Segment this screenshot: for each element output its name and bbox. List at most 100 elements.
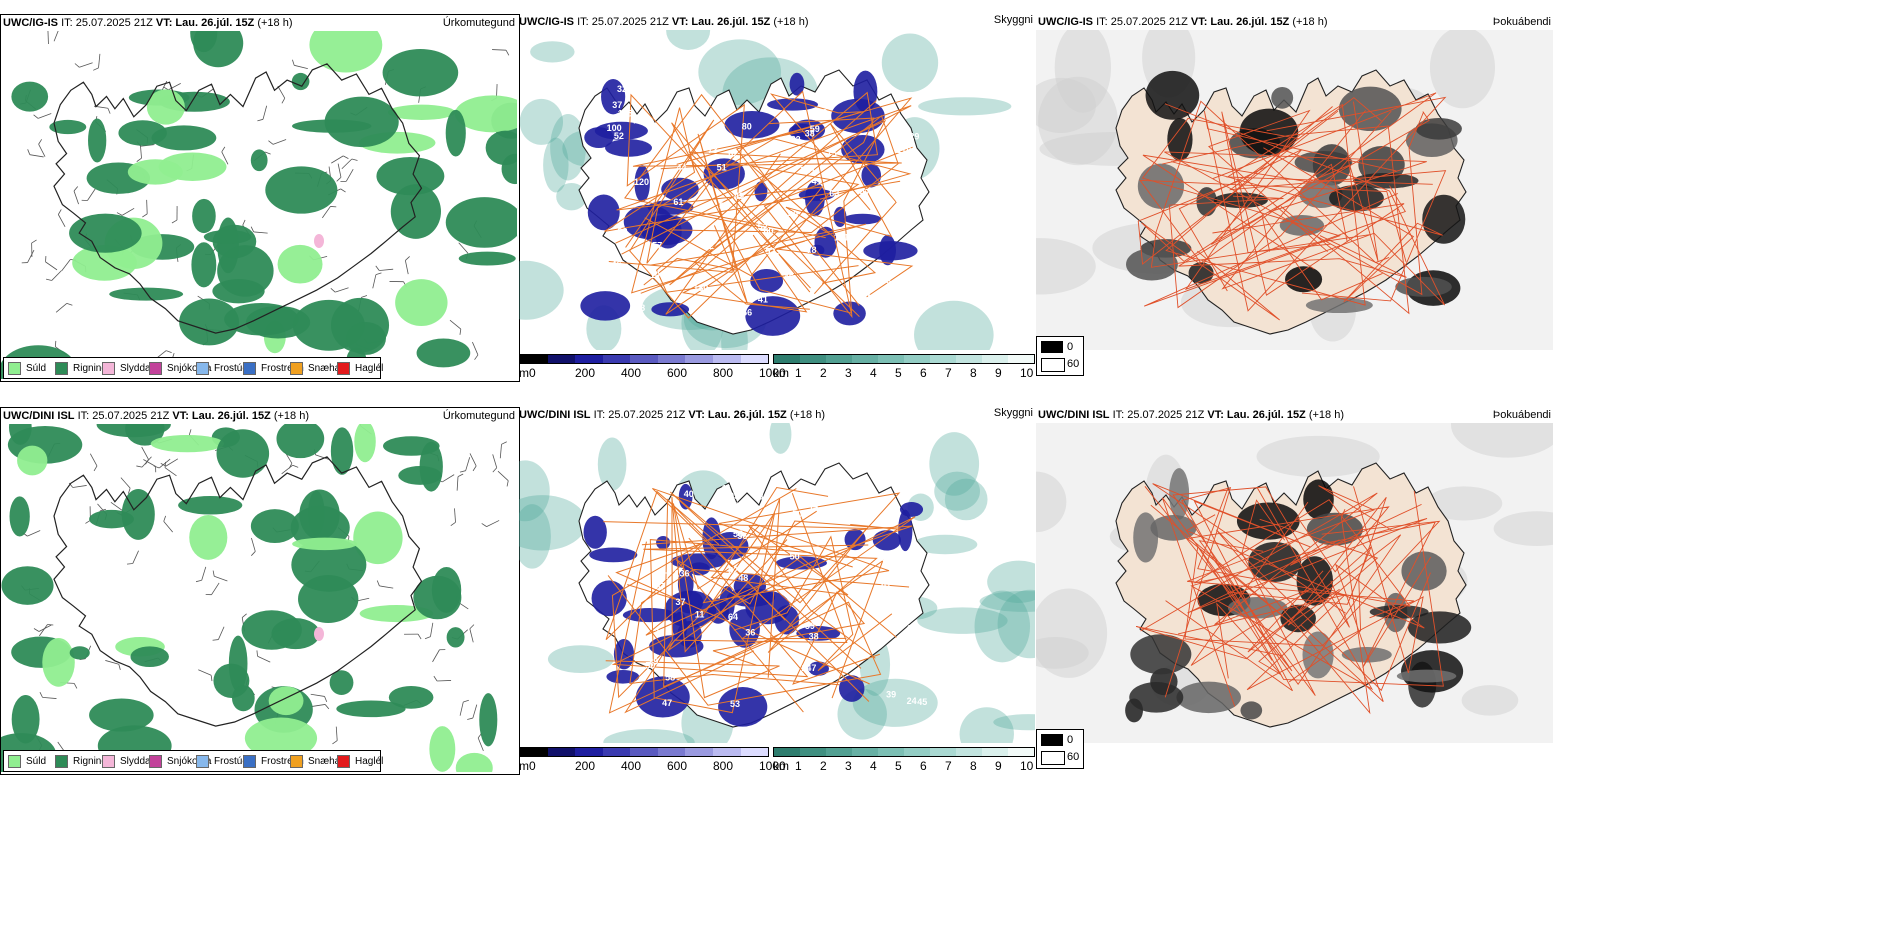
wind-barb — [195, 566, 207, 583]
precip-area — [178, 496, 243, 515]
fog-area — [1306, 512, 1363, 546]
scale-tick: 2 — [820, 366, 827, 380]
road — [670, 491, 901, 669]
scale-tick: 0 — [529, 366, 536, 380]
coastline — [53, 63, 423, 334]
wind-barb — [467, 704, 478, 720]
legend-label: 0 — [1067, 341, 1074, 353]
legend-label: 60 — [1067, 751, 1080, 763]
cloud-base-value: 52 — [765, 246, 775, 256]
cloud-base-value: 115 — [618, 108, 633, 118]
map-canvas — [1036, 30, 1553, 350]
cloud-base-value: 51 — [717, 162, 727, 172]
road — [735, 93, 871, 306]
map-canvas — [1036, 423, 1553, 743]
wind-barb — [256, 650, 271, 663]
coastline — [53, 456, 423, 727]
scale-unit: km — [773, 759, 789, 773]
precip-area — [9, 496, 30, 537]
legend-label: Frostregn — [261, 756, 304, 767]
road — [624, 93, 826, 294]
map-title: Skyggni — [993, 407, 1033, 419]
road — [1215, 509, 1431, 715]
wind-barb — [268, 139, 287, 145]
visibility-area — [519, 460, 550, 522]
map-title: Skyggni — [993, 14, 1033, 26]
fog-area — [1353, 172, 1419, 189]
cloud-base-value: 48 — [738, 573, 748, 583]
wind-barb — [322, 206, 337, 219]
precip-area — [224, 302, 299, 336]
cloud-base-value: 37 — [675, 597, 685, 607]
fog-area — [1167, 118, 1193, 161]
road — [1137, 110, 1383, 301]
legend-swatch — [243, 362, 256, 375]
cloud-base-value: 52 — [704, 241, 714, 251]
cloud-base-value: 108 — [630, 303, 645, 313]
scale-tick: 7 — [945, 759, 952, 773]
legend-item: Snæhagl — [290, 755, 348, 768]
wind-barb — [31, 239, 37, 258]
cloud-base-area — [589, 547, 638, 563]
visibility-area — [997, 589, 1035, 659]
cloud-base-value: 52 — [608, 114, 618, 124]
road — [603, 521, 878, 653]
precip-area — [130, 646, 169, 668]
cloud-base-value: 45 — [917, 697, 927, 707]
road — [1287, 496, 1387, 683]
legend-label: Haglél — [355, 756, 384, 767]
cloud-base-value: 40 — [684, 489, 694, 499]
cloud-base-area — [587, 194, 620, 231]
legend-swatch — [1041, 734, 1063, 746]
cloud-base-value: 43 — [754, 491, 764, 501]
precip-area — [11, 694, 40, 744]
precip-area — [216, 429, 270, 478]
precip-area — [429, 726, 456, 772]
cloud-base-area — [841, 135, 885, 164]
wind-barb — [330, 287, 349, 293]
cloud-base-value: 44 — [808, 501, 818, 511]
wind-barb — [281, 464, 299, 475]
cloud-base-value: 36 — [913, 267, 923, 277]
legend-item: Rigning — [55, 362, 107, 375]
cloud-base-value: 59 — [894, 658, 904, 668]
precip-area — [11, 81, 49, 112]
road — [643, 133, 748, 304]
road — [650, 223, 914, 298]
precip-area — [276, 424, 325, 459]
visibility-area — [603, 728, 695, 743]
fog-area — [1239, 108, 1299, 155]
cloud-base-area — [634, 165, 650, 203]
road — [1152, 483, 1346, 692]
cloud-base-value: 49 — [611, 158, 621, 168]
precip-area — [49, 119, 87, 135]
precip-area — [127, 159, 183, 185]
precip-area — [232, 685, 255, 712]
visibility-area — [852, 678, 938, 727]
scale-unit: km — [773, 366, 789, 380]
fog-area — [1145, 70, 1200, 120]
precip-area — [121, 489, 155, 540]
cloud-base-area — [584, 127, 614, 149]
scale-tick: 4 — [870, 759, 877, 773]
fog-area — [1422, 194, 1466, 244]
legend-label: Slydda — [120, 363, 151, 374]
cloud-base-value: 99 — [691, 85, 701, 95]
cloud-base-value: 42 — [800, 165, 810, 175]
fog-area — [1196, 187, 1218, 217]
cloud-base-area — [754, 181, 768, 202]
fog-area — [1493, 511, 1553, 546]
wind-barb — [376, 580, 394, 589]
cloud-base-value: 37 — [612, 100, 622, 110]
road — [1164, 111, 1427, 296]
visibility-area — [979, 590, 1035, 612]
precip-area — [189, 514, 228, 560]
cloud-base-value: 64 — [769, 252, 779, 262]
precip-area — [109, 287, 184, 301]
map-canvas: 6251415352635292744759824238601209080374… — [519, 30, 1012, 350]
cloud-base-value: 38 — [805, 128, 815, 138]
scale-tick: 600 — [667, 759, 688, 773]
cloud-base-value: 41 — [812, 176, 822, 186]
cloud-base-area — [872, 530, 901, 551]
road — [629, 568, 910, 686]
